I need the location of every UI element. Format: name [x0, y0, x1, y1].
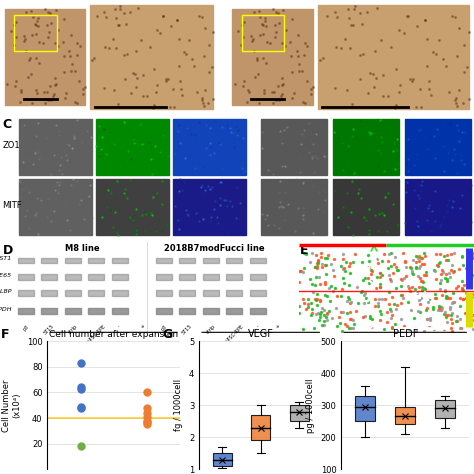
Text: E: E: [301, 244, 309, 256]
Text: 5T15: 5T15: [43, 324, 55, 336]
Y-axis label: Cell Number
(x10⁴): Cell Number (x10⁴): [2, 379, 21, 431]
Bar: [64, 273, 81, 280]
Bar: [251, 415, 270, 440]
Bar: [156, 273, 172, 280]
Bar: [88, 273, 104, 280]
Bar: [261, 119, 327, 175]
Bar: [41, 257, 57, 264]
Bar: [290, 405, 309, 421]
Text: CRALBP: CRALBP: [0, 289, 12, 294]
Bar: [88, 257, 104, 264]
Text: RPE65: RPE65: [0, 273, 12, 278]
Text: p3: p3: [160, 324, 168, 332]
Bar: [64, 290, 81, 296]
Bar: [18, 308, 34, 314]
Bar: [179, 257, 195, 264]
Bar: [250, 308, 266, 314]
Bar: [226, 290, 242, 296]
Bar: [19, 179, 92, 236]
Bar: [88, 308, 104, 314]
Bar: [226, 308, 242, 314]
Text: strip: strip: [409, 291, 434, 301]
Text: hiPSC-RPE: hiPSC-RPE: [85, 324, 107, 345]
Bar: [19, 119, 92, 175]
Bar: [405, 179, 471, 236]
Bar: [435, 401, 455, 418]
Bar: [173, 119, 246, 175]
Bar: [112, 273, 128, 280]
Title: PEDF: PEDF: [392, 329, 418, 339]
Bar: [203, 257, 219, 264]
Bar: [88, 290, 104, 296]
Text: ZO1: ZO1: [2, 141, 20, 150]
Text: strip: strip: [67, 324, 78, 335]
Bar: [156, 290, 172, 296]
Bar: [179, 308, 195, 314]
Bar: [232, 9, 313, 105]
Bar: [242, 15, 284, 51]
Bar: [64, 308, 81, 314]
Title: VEGF: VEGF: [248, 329, 273, 339]
Bar: [405, 119, 471, 175]
Text: -: -: [117, 324, 122, 328]
Bar: [395, 407, 415, 425]
Bar: [96, 119, 169, 175]
Bar: [333, 119, 399, 175]
Bar: [96, 179, 169, 236]
Text: GAPDH: GAPDH: [0, 307, 12, 312]
Text: G: G: [162, 328, 173, 341]
Bar: [156, 308, 172, 314]
Bar: [179, 273, 195, 280]
Text: 5T15: 5T15: [181, 324, 193, 336]
Bar: [250, 257, 266, 264]
Bar: [226, 257, 242, 264]
Bar: [250, 290, 266, 296]
Bar: [18, 257, 34, 264]
Bar: [173, 179, 246, 236]
Bar: [250, 273, 266, 280]
Bar: [356, 396, 375, 421]
Bar: [112, 308, 128, 314]
Bar: [5, 9, 85, 105]
Bar: [18, 290, 34, 296]
Bar: [156, 257, 172, 264]
Text: REST1: REST1: [0, 256, 12, 261]
Title: Cell number after expansion: Cell number after expansion: [49, 330, 178, 339]
Bar: [333, 179, 399, 236]
Bar: [112, 257, 128, 264]
Bar: [18, 273, 34, 280]
Bar: [112, 290, 128, 296]
Text: D: D: [3, 244, 13, 256]
Bar: [41, 308, 57, 314]
Bar: [261, 179, 327, 236]
Text: +: +: [140, 324, 146, 330]
Text: MITF: MITF: [2, 201, 22, 210]
Bar: [41, 273, 57, 280]
Bar: [203, 308, 219, 314]
Text: -: -: [255, 324, 260, 328]
Text: C: C: [2, 118, 11, 131]
Text: hiPSC-RPE: hiPSC-RPE: [224, 324, 245, 345]
Text: +: +: [275, 324, 282, 330]
Bar: [90, 5, 213, 109]
Bar: [203, 290, 219, 296]
Y-axis label: fg / 1000cell: fg / 1000cell: [174, 379, 183, 431]
Text: M8 line: M8 line: [65, 244, 100, 253]
Bar: [14, 15, 57, 51]
Y-axis label: pg / 1000cell: pg / 1000cell: [306, 378, 315, 432]
Text: F: F: [1, 328, 9, 341]
Bar: [41, 290, 57, 296]
Bar: [318, 5, 469, 109]
Bar: [212, 453, 232, 466]
Text: strip: strip: [205, 324, 217, 335]
Bar: [203, 273, 219, 280]
Bar: [64, 257, 81, 264]
Bar: [226, 273, 242, 280]
Text: p3: p3: [22, 324, 29, 332]
Bar: [179, 290, 195, 296]
Text: 2018B7modFucci line: 2018B7modFucci line: [164, 244, 265, 253]
